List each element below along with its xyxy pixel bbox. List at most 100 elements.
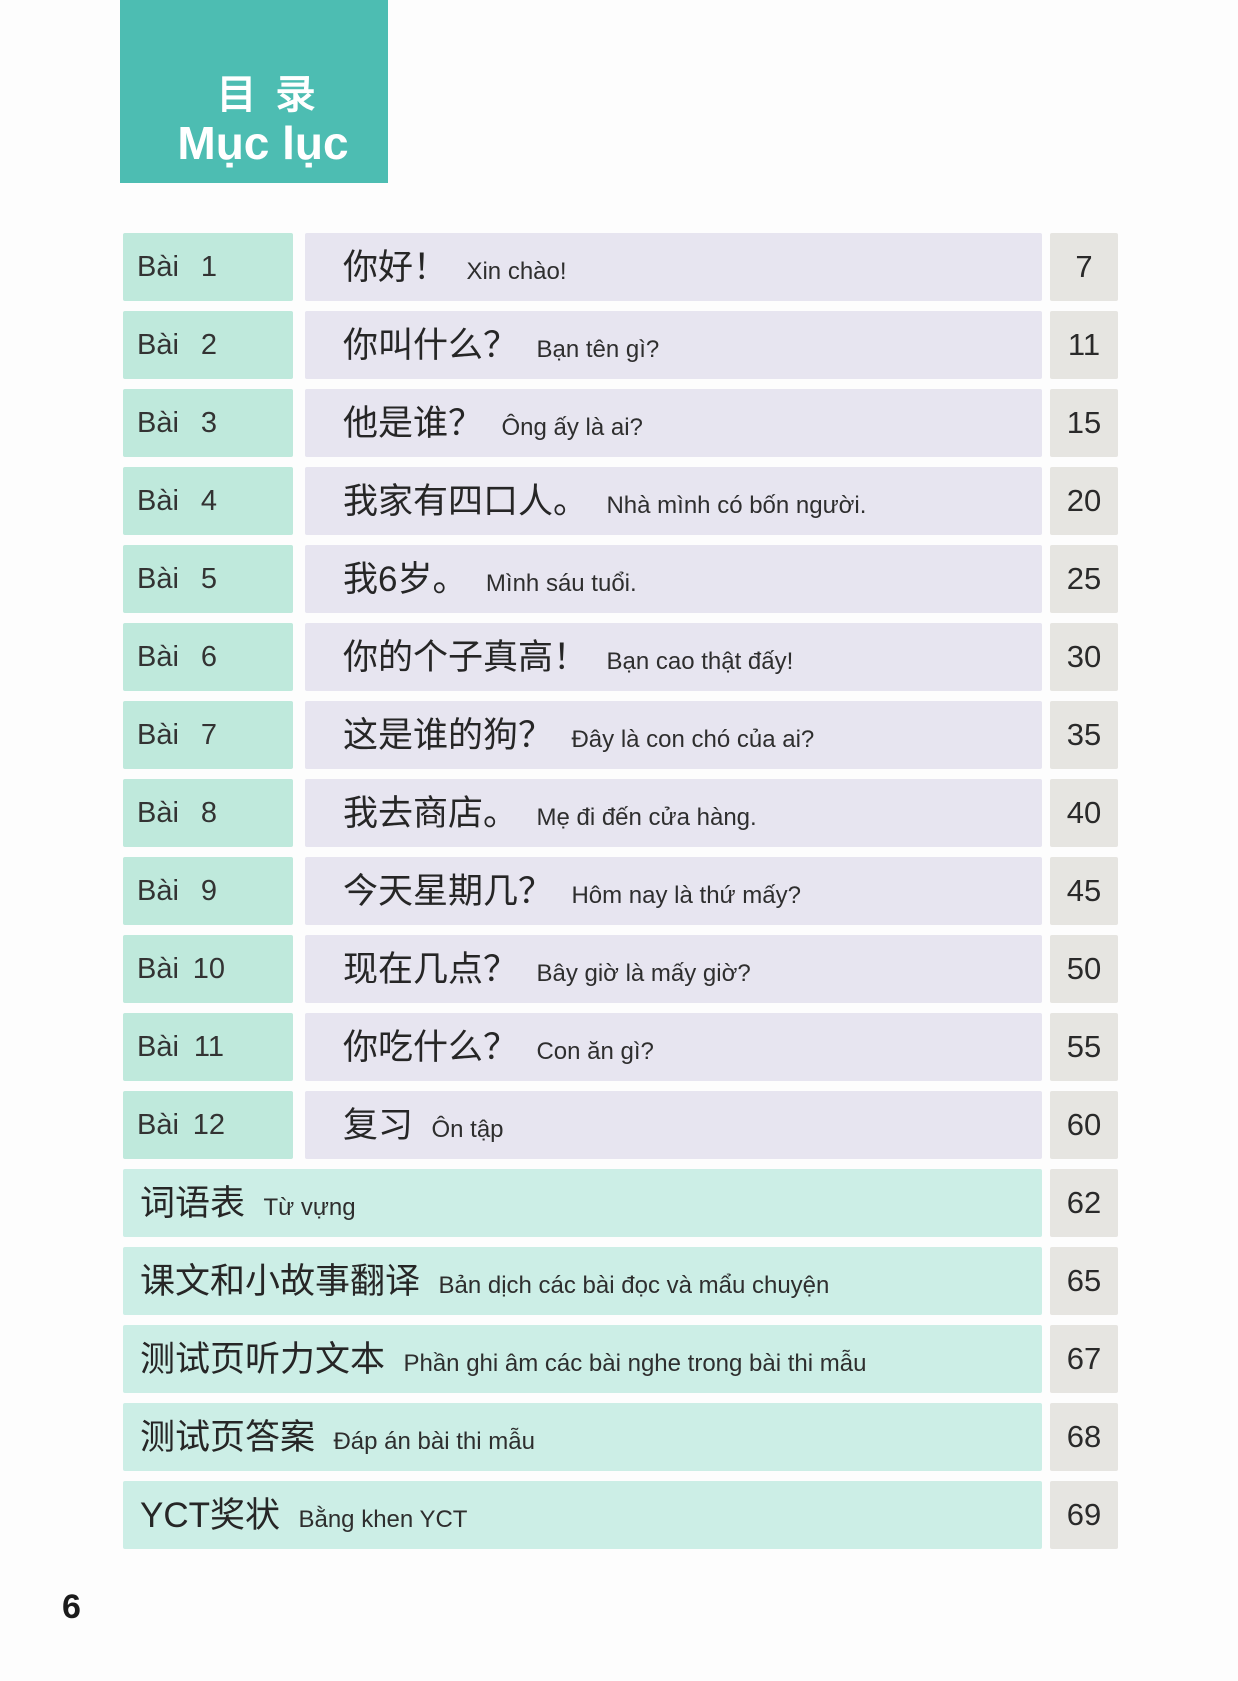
toc-lesson-row: Bài 1 你好！ Xin chào! 7 [123,233,1118,301]
lesson-title-chinese: 他是谁？ [343,403,484,443]
toc-title-vietnamese: Mục lục [177,117,349,170]
lesson-title-chinese: 复习 [343,1105,414,1145]
section-title-vietnamese: Từ vựng [263,1193,356,1221]
lesson-title-vietnamese: Xin chào! [466,257,567,285]
lesson-label-cell: Bài 5 [123,545,293,613]
toc-lesson-row: Bài 12 复习 Ôn tập 60 [123,1091,1118,1159]
lesson-number: 10 [192,952,226,985]
section-title-cell: YCT奖状 Bằng khen YCT [123,1481,1042,1549]
section-title-chinese: YCT奖状 [140,1495,281,1535]
lesson-number: 4 [200,484,217,517]
lesson-label-cell: Bài 2 [123,311,293,379]
lesson-title-chinese: 现在几点？ [343,949,519,989]
section-title-cell: 课文和小故事翻译 Bản dịch các bài đọc và mẩu chu… [123,1247,1042,1315]
lesson-title-chinese: 我去商店。 [343,793,519,833]
lesson-title-vietnamese: Con ăn gì? [536,1037,654,1065]
lesson-label: Bài [137,718,179,751]
lesson-title-vietnamese: Ôn tập [431,1115,504,1143]
lesson-label: Bài [137,1030,179,1063]
lesson-title-vietnamese: Bây giờ là mấy giờ? [536,959,751,987]
lesson-title-cell: 今天星期几？ Hôm nay là thứ mấy? [305,857,1042,925]
lesson-title-cell: 我去商店。 Mẹ đi đến cửa hàng. [305,779,1042,847]
lesson-title-cell: 你好！ Xin chào! [305,233,1042,301]
lesson-title-chinese: 你的个子真高！ [343,637,589,677]
lesson-title-vietnamese: Ông ấy là ai? [501,413,643,441]
lesson-title-chinese: 你叫什么？ [343,325,519,365]
lesson-page-number: 30 [1050,623,1118,691]
lesson-title-vietnamese: Nhà mình có bốn người. [606,491,867,519]
lesson-title-cell: 这是谁的狗？ Đây là con chó của ai? [305,701,1042,769]
lesson-label-cell: Bài 4 [123,467,293,535]
lesson-number: 7 [200,718,217,751]
section-title-chinese: 测试页答案 [140,1417,316,1457]
lesson-label-cell: Bài 9 [123,857,293,925]
section-page-number: 69 [1050,1481,1118,1549]
lesson-title-cell: 你的个子真高！ Bạn cao thật đấy! [305,623,1042,691]
toc-section-row: 测试页答案 Đáp án bài thi mẫu 68 [123,1403,1118,1471]
lesson-label: Bài [137,406,179,439]
lesson-number: 12 [192,1108,226,1141]
lesson-label-cell: Bài 12 [123,1091,293,1159]
section-title-vietnamese: Bản dịch các bài đọc và mẩu chuyện [438,1271,830,1299]
lesson-number: 8 [200,796,217,829]
toc-lesson-row: Bài 10 现在几点？ Bây giờ là mấy giờ? 50 [123,935,1118,1003]
lesson-page-number: 45 [1050,857,1118,925]
section-title-cell: 测试页答案 Đáp án bài thi mẫu [123,1403,1042,1471]
lesson-title-cell: 我6岁。 Mình sáu tuổi. [305,545,1042,613]
toc-lesson-row: Bài 6 你的个子真高！ Bạn cao thật đấy! 30 [123,623,1118,691]
toc-lesson-row: Bài 8 我去商店。 Mẹ đi đến cửa hàng. 40 [123,779,1118,847]
lesson-page-number: 15 [1050,389,1118,457]
lesson-label: Bài [137,796,179,829]
toc-header-box: 目 录 Mục lục [120,0,388,183]
lesson-label-cell: Bài 6 [123,623,293,691]
lesson-number: 2 [200,328,217,361]
toc-section-row: 测试页听力文本 Phần ghi âm các bài nghe trong b… [123,1325,1118,1393]
lesson-label: Bài [137,640,179,673]
section-title-chinese: 课文和小故事翻译 [140,1261,421,1301]
section-page-number: 68 [1050,1403,1118,1471]
section-page-number: 67 [1050,1325,1118,1393]
lesson-title-chinese: 这是谁的狗？ [343,715,554,755]
lesson-number: 11 [193,1030,224,1063]
lesson-label-cell: Bài 7 [123,701,293,769]
footer-page-number: 6 [62,1588,81,1626]
toc-section-row: YCT奖状 Bằng khen YCT 69 [123,1481,1118,1549]
lesson-number: 6 [200,640,217,673]
lesson-number: 1 [200,250,217,283]
lesson-title-cell: 你叫什么？ Bạn tên gì? [305,311,1042,379]
lesson-title-vietnamese: Bạn cao thật đấy! [606,647,794,675]
section-title-vietnamese: Phần ghi âm các bài nghe trong bài thi m… [403,1349,867,1377]
toc-lesson-row: Bài 4 我家有四口人。 Nhà mình có bốn người. 20 [123,467,1118,535]
toc-section-row: 课文和小故事翻译 Bản dịch các bài đọc và mẩu chu… [123,1247,1118,1315]
lesson-title-chinese: 我6岁。 [343,559,468,599]
lesson-label-cell: Bài 10 [123,935,293,1003]
lesson-page-number: 35 [1050,701,1118,769]
lesson-title-vietnamese: Hôm nay là thứ mấy? [571,881,801,909]
lesson-number: 9 [200,874,217,907]
lesson-label: Bài [137,1108,179,1141]
lesson-page-number: 60 [1050,1091,1118,1159]
lesson-title-cell: 我家有四口人。 Nhà mình có bốn người. [305,467,1042,535]
lesson-number: 3 [200,406,217,439]
lesson-title-cell: 现在几点？ Bây giờ là mấy giờ? [305,935,1042,1003]
lesson-title-cell: 你吃什么？ Con ăn gì? [305,1013,1042,1081]
lesson-title-chinese: 你好！ [343,247,449,287]
lesson-title-cell: 他是谁？ Ông ấy là ai? [305,389,1042,457]
section-title-cell: 词语表 Từ vựng [123,1169,1042,1237]
lesson-page-number: 20 [1050,467,1118,535]
lesson-title-chinese: 今天星期几？ [343,871,554,911]
lesson-label: Bài [137,874,179,907]
lesson-label: Bài [137,952,179,985]
lesson-page-number: 40 [1050,779,1118,847]
section-title-chinese: 词语表 [140,1183,246,1223]
toc-lesson-row: Bài 5 我6岁。 Mình sáu tuổi. 25 [123,545,1118,613]
lesson-label: Bài [137,562,179,595]
section-title-vietnamese: Đáp án bài thi mẫu [333,1427,535,1455]
toc-lesson-row: Bài 11 你吃什么？ Con ăn gì? 55 [123,1013,1118,1081]
section-page-number: 62 [1050,1169,1118,1237]
toc-table: Bài 1 你好！ Xin chào! 7 Bài 2 你叫什么？ Bạn tê… [123,233,1118,1549]
lesson-page-number: 55 [1050,1013,1118,1081]
toc-lesson-row: Bài 9 今天星期几？ Hôm nay là thứ mấy? 45 [123,857,1118,925]
lesson-page-number: 11 [1050,311,1118,379]
